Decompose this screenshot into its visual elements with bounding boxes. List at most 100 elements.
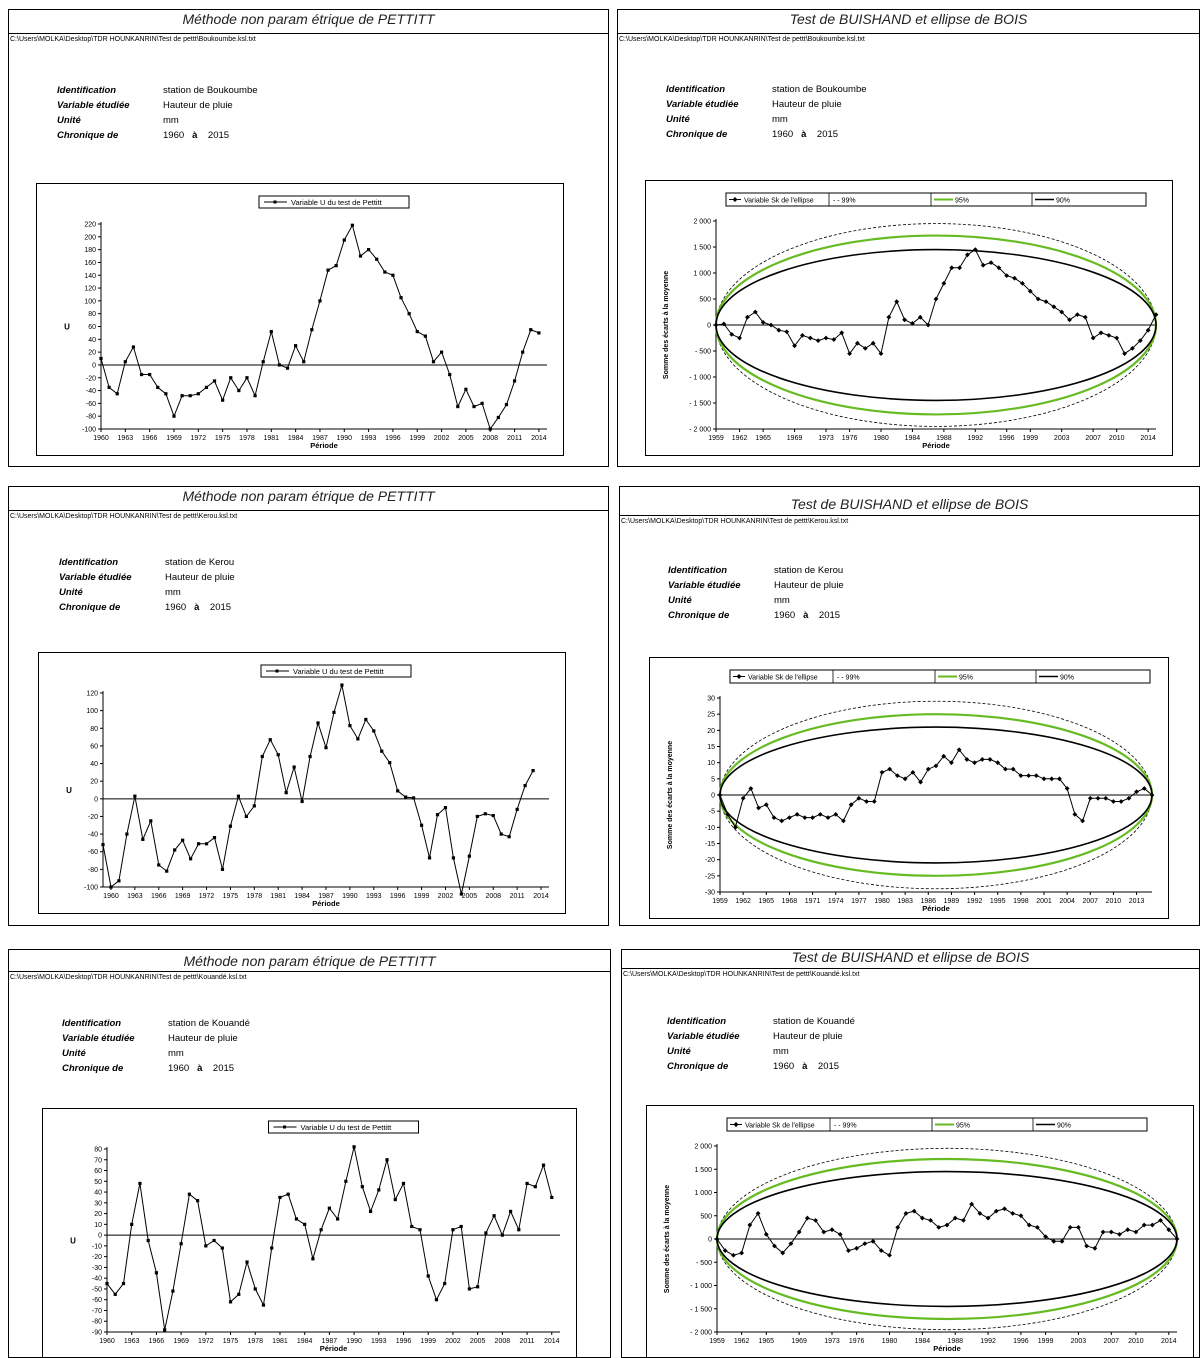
- x-tick-label: 2003: [1071, 1338, 1087, 1345]
- data-point: [1106, 333, 1112, 338]
- data-point: [101, 843, 105, 847]
- pettitt-chart: Variable U du test de Pettitt -100 -80 -60 -…: [66, 664, 549, 908]
- data-point: [292, 765, 296, 769]
- y-tick-label: 30: [94, 1200, 102, 1207]
- unit-label: Unité: [666, 114, 690, 125]
- y-tick-label: 60: [94, 1168, 102, 1175]
- data-point: [451, 1228, 455, 1232]
- data-point: [404, 795, 408, 799]
- y-tick-label: -60: [88, 849, 98, 856]
- year-start: 1960: [168, 1063, 190, 1074]
- legend-label-90: 90%: [1056, 198, 1070, 205]
- y-tick-label: 25: [707, 712, 715, 719]
- x-tick-label: 1984: [294, 893, 310, 900]
- variable-label: Variable étudiée: [668, 580, 741, 591]
- x-tick-label: 1959: [712, 898, 728, 905]
- x-tick-label: 1992: [967, 435, 983, 442]
- data-point: [1076, 1224, 1081, 1230]
- data-point: [1010, 766, 1016, 772]
- unit-label: Unité: [667, 1046, 691, 1057]
- x-tick-label: 2007: [1082, 898, 1098, 905]
- x-tick-label: 1965: [755, 435, 771, 442]
- x-tick-label: 1966: [149, 1338, 165, 1345]
- data-point: [368, 1209, 373, 1214]
- panel-title: Test de BUISHAND et ellipse de BOIS: [790, 496, 1029, 512]
- data-point: [431, 360, 436, 364]
- y-tick-label: 20: [94, 1211, 102, 1218]
- chronique-label: Chronique de: [667, 1061, 729, 1072]
- data-point: [1033, 773, 1039, 778]
- y-tick-label: - 1 000: [689, 375, 711, 382]
- x-tick-label: 1963: [127, 893, 143, 900]
- data-point: [131, 345, 136, 349]
- data-point: [99, 356, 103, 361]
- legend-marker: [283, 1125, 286, 1129]
- data-point: [780, 1250, 786, 1256]
- data-point: [220, 867, 225, 871]
- x-tick-label: 1984: [297, 1338, 313, 1345]
- x-tick-label: 1993: [361, 435, 377, 442]
- file-path: C:\Users\MOLKA\Desktop\TDR HOUNKANRIN\Te…: [618, 33, 1199, 45]
- x-tick-label: 2008: [495, 1338, 511, 1345]
- data-point: [276, 753, 280, 757]
- legend-box: [258, 195, 410, 209]
- data-point: [1072, 812, 1078, 817]
- variable-value: Hauteur de pluie: [773, 1031, 843, 1042]
- legend-label-99: - - 99%: [834, 1123, 857, 1130]
- data-point: [303, 1222, 307, 1226]
- file-path: C:\Users\MOLKA\Desktop\TDR HOUNKANRIN\Te…: [620, 515, 1199, 527]
- data-point: [902, 317, 907, 323]
- data-point: [139, 372, 144, 377]
- data-point: [261, 1303, 266, 1307]
- x-tick-label: 1960: [99, 1338, 115, 1345]
- identification-value: station de Kouandé: [168, 1018, 250, 1029]
- data-point: [245, 376, 249, 380]
- y-axis-label: Somme des écarts à la moyenne: [663, 271, 670, 379]
- x-tick-label: 2013: [1129, 898, 1145, 905]
- y-tick-label: -20: [88, 814, 98, 821]
- data-point: [244, 814, 248, 819]
- data-point: [910, 321, 915, 326]
- data-point: [484, 1231, 488, 1235]
- data-point: [1118, 799, 1124, 804]
- data-point: [895, 773, 900, 778]
- x-tick-label: 1980: [882, 1338, 898, 1345]
- buishand-panel-kouande: Test de BUISHAND et ellipse de BOIS C:\U…: [621, 949, 1200, 1358]
- x-tick-label: 1999: [409, 435, 425, 442]
- data-point: [755, 1211, 761, 1216]
- data-point: [964, 757, 970, 762]
- y-tick-label: -80: [86, 414, 96, 421]
- chronique-label: Chronique de: [59, 602, 121, 613]
- x-tick-label: 1996: [390, 893, 406, 900]
- x-tick-label: 1981: [270, 893, 286, 900]
- file-path: C:\Users\MOLKA\Desktop\TDR HOUNKANRIN\Te…: [9, 971, 610, 983]
- data-point: [815, 338, 821, 343]
- x-tick-label: 1989: [944, 898, 960, 905]
- x-tick-label: 2007: [1103, 1338, 1119, 1345]
- pettitt-chart: Variable U du test de Pettitt -90 -80 -70 -6…: [70, 1120, 560, 1353]
- data-point: [731, 1252, 736, 1258]
- data-point: [1059, 1238, 1065, 1244]
- data-point: [141, 837, 145, 841]
- x-tick-label: 2014: [531, 435, 547, 442]
- x-tick-label: 1969: [787, 435, 803, 442]
- y-tick-label: 10: [707, 760, 715, 767]
- buishand-chart: Variable Sk de l'ellipse - - 99% 95% 90% -30…: [667, 669, 1155, 913]
- a-label: à: [803, 610, 809, 621]
- data-point: [294, 344, 298, 348]
- legend-label-series: Variable Sk de l'ellipse: [744, 198, 814, 205]
- x-tick-label: 2002: [445, 1338, 461, 1345]
- data-point: [377, 1188, 381, 1192]
- x-tick-label: 1976: [842, 435, 858, 442]
- data-point: [903, 1211, 909, 1216]
- data-point: [443, 1281, 447, 1286]
- data-point: [105, 1281, 109, 1286]
- data-point: [164, 392, 168, 396]
- data-point: [480, 401, 484, 405]
- data-point: [739, 1250, 745, 1256]
- data-point: [396, 789, 400, 793]
- x-tick-label: 1996: [385, 435, 401, 442]
- y-tick-label: 80: [88, 311, 96, 318]
- data-point: [1018, 773, 1024, 778]
- data-point: [537, 331, 541, 335]
